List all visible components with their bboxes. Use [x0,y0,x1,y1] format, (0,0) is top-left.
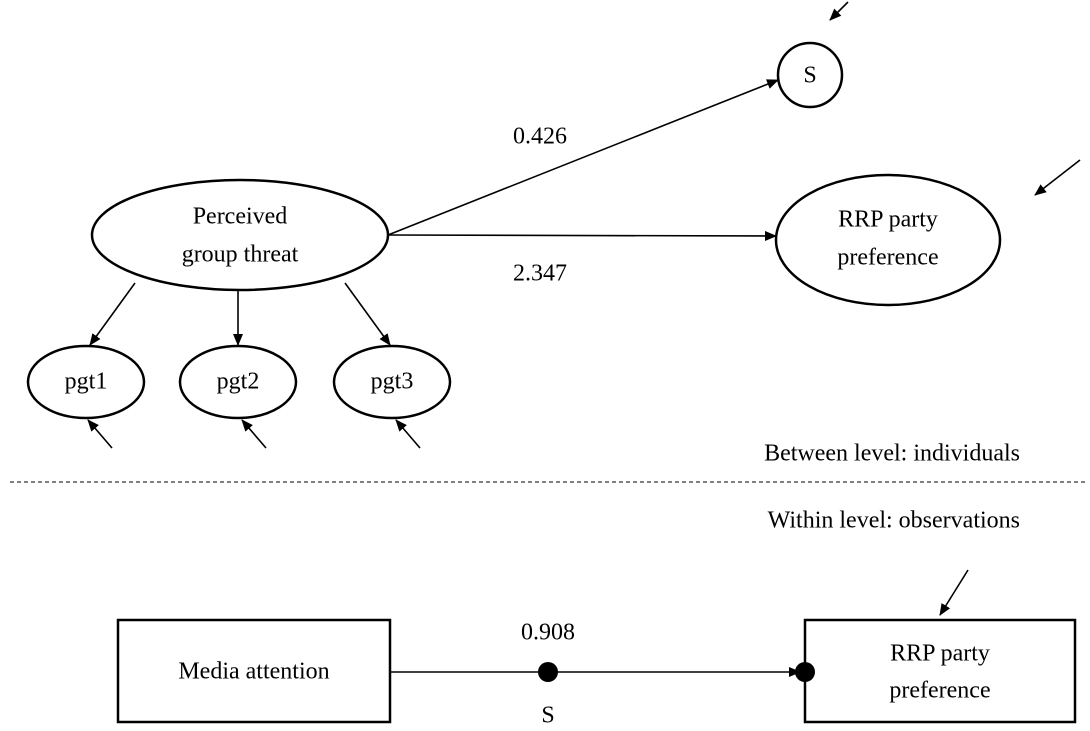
node-label: group threat [182,242,299,268]
slope-label: S [541,703,554,729]
node-label: RRP party [838,207,938,233]
loading-arrow [344,282,391,346]
residual-arrow [1034,159,1081,196]
indicator-node [26,344,146,420]
loading-arrow [89,282,136,346]
latent-node [774,173,1002,307]
edge-label: 0.908 [521,620,575,646]
residual-arrow [87,419,113,449]
node-label: Media attention [178,659,329,685]
residual-arrow [939,569,969,616]
observed-node [116,618,392,724]
node-label: preference [889,678,990,704]
level-label: Within level: observations [768,508,1020,534]
node-label: Perceived [193,204,288,230]
random-intercept-dot [795,662,815,682]
node-label: pgt1 [65,369,108,395]
residual-arrow [395,419,421,449]
path-arrow [387,79,779,236]
random-slope-dot [538,662,558,682]
node-label: S [803,63,816,89]
node-label: preference [837,245,938,271]
level-label: Between level: individuals [764,441,1020,467]
indicator-node [178,344,298,420]
node-label: pgt3 [371,369,414,395]
residual-arrow [829,1,849,21]
node-label: pgt2 [217,369,260,395]
path-arrow [387,230,777,241]
observed-node [803,618,1077,724]
residual-arrow [241,419,267,449]
latent-node [776,41,844,109]
latent-node [90,178,390,292]
indicator-node [332,344,452,420]
edge-label: 2.347 [513,261,567,287]
node-label: RRP party [890,641,990,667]
edge-label: 0.426 [513,124,567,150]
